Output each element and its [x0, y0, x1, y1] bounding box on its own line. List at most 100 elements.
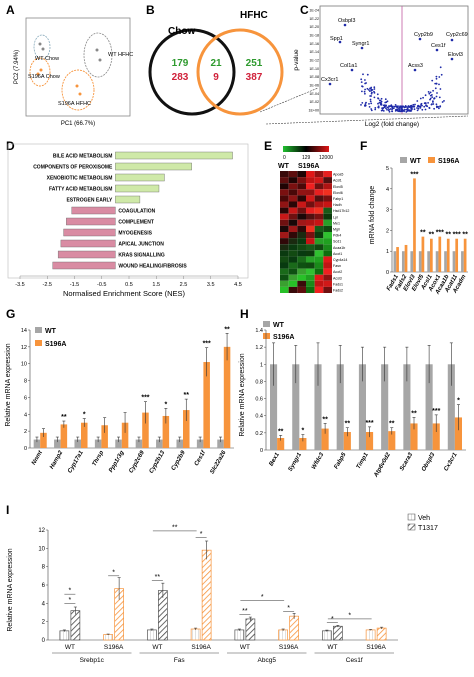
- heatmap-cell: [280, 262, 289, 269]
- heatmap-cell: [323, 268, 332, 275]
- nes-bar-label: XENOBIOTIC METABOLISM: [47, 176, 113, 182]
- volcano-point: [398, 109, 400, 112]
- heatmap-cell: [323, 244, 332, 251]
- volcano-point: [424, 108, 427, 111]
- volcano-point: [403, 110, 405, 113]
- bar-s196a: [203, 362, 210, 448]
- volcano-point: [430, 103, 433, 106]
- bar-veh: [234, 629, 245, 641]
- bar-s196a: [142, 412, 149, 448]
- bar-t1317: [70, 610, 81, 641]
- volcano-y-tick: 1E-22: [309, 17, 319, 21]
- volcano-point: [424, 94, 427, 97]
- volcano-point: [427, 91, 430, 93]
- volcano-point: [370, 89, 373, 92]
- heatmap-cell: [280, 225, 289, 232]
- volcano-point: [343, 23, 347, 27]
- panel-f: F WT S196A 012345Fads1Fads2***Elovl3**El…: [360, 139, 468, 296]
- venn-chow-up-count: 179: [172, 58, 189, 69]
- volcano-point: [431, 96, 434, 98]
- bar-wt: [418, 251, 422, 272]
- heatmap-cells: [280, 171, 332, 293]
- nes-axis-tick: -3.5: [15, 282, 24, 288]
- heatmap-cell: [323, 238, 332, 245]
- significance-mark: *: [200, 531, 203, 538]
- panel-d: D BILE ACID METABOLISM COMPONENTS OF PERO…: [6, 139, 249, 298]
- heatmap-cell: [323, 201, 332, 208]
- panel-e: E 0 129 12000 WT S196A Apoa5 Acsl1 Elovl5 E…: [264, 139, 349, 293]
- panel-letter-i: I: [6, 503, 9, 517]
- volcano-point: [403, 108, 406, 111]
- heatmap-cell: [297, 232, 306, 239]
- nes-axis-tick: 2.5: [180, 282, 188, 288]
- pca-point: [98, 58, 102, 62]
- volcano-y-tick: 1E-06: [309, 84, 319, 88]
- volcano-point: [435, 95, 438, 98]
- heatmap-cell: [280, 280, 289, 287]
- heatmap-color-scale: [283, 146, 329, 152]
- bar-wt: [381, 364, 389, 450]
- volcano-point: [376, 93, 379, 96]
- volcano-point: [392, 107, 394, 109]
- volcano-point: [393, 105, 396, 108]
- panel-letter-h: H: [240, 307, 249, 321]
- heatmap-cell: [297, 268, 306, 275]
- heatmap-cell: [280, 195, 289, 202]
- x-category-label: Cyp2b13: [149, 449, 167, 474]
- genotype-label: WT: [240, 644, 250, 651]
- group-label-wt-hfhc: WT HFHC: [108, 52, 133, 58]
- heatmap-col-s196a: S196A: [298, 163, 319, 170]
- bar-wt: [401, 251, 405, 272]
- gene-label: Elovl3: [448, 52, 463, 58]
- legend-t1317-label: T1317: [418, 525, 438, 532]
- volcano-point: [382, 110, 385, 112]
- volcano-point: [366, 73, 369, 76]
- significance-mark: **: [61, 414, 67, 421]
- x-category-label: Scara3: [399, 451, 414, 472]
- bar-s196a: [223, 346, 231, 448]
- gene-label: Acss3: [408, 63, 423, 69]
- volcano-point: [439, 88, 442, 90]
- panel-i: I Veh T1317 0 2 4 6 8 10 12 WT S196A WT S196A WT S19…: [6, 503, 438, 664]
- y-tick-label: 3: [386, 208, 389, 214]
- y-tick-label: 0: [260, 448, 263, 454]
- volcano-point: [395, 108, 398, 111]
- nes-bar: [115, 162, 192, 171]
- volcano-point: [338, 40, 342, 44]
- y-tick-label: 12: [21, 345, 27, 351]
- panel-b: B Chow HFHC 179 21 251 283 9 387: [146, 3, 284, 116]
- bar-veh: [147, 629, 157, 641]
- x-category-label: Bex1: [268, 451, 281, 467]
- volcano-point: [387, 109, 390, 112]
- nes-bar: [71, 206, 116, 215]
- heatmap-col-wt: WT: [278, 163, 290, 170]
- heatmap-cell: [314, 286, 324, 293]
- significance-mark: **: [429, 232, 435, 239]
- y-tick-label: 5: [386, 166, 389, 172]
- volcano-y-tick: 1E-10: [309, 67, 319, 71]
- nes-axis-tick: 4.5: [234, 282, 242, 288]
- volcano-point: [429, 97, 432, 100]
- panel-i-group-labels: Srebp1c Fas Abcg5 Ces1f: [52, 652, 394, 664]
- heatmap-cell: [306, 171, 315, 178]
- volcano-point: [396, 106, 399, 109]
- volcano-point: [362, 73, 364, 76]
- nes-axis-ticks: -3.5 -2.5 -1.5 -0.5 0.5 1.5 2.5 3.5 4.5: [15, 275, 242, 288]
- y-tick-label: 6: [42, 583, 46, 589]
- bar-wt: [447, 364, 455, 450]
- volcano-point: [369, 98, 372, 101]
- volcano-point: [371, 91, 373, 94]
- heatmap-cell: [297, 262, 306, 269]
- heatmap-cell: [306, 250, 315, 257]
- volcano-point: [407, 109, 410, 112]
- x-category-label: Cyp2c69: [128, 449, 146, 474]
- heatmap-scale-min: 0: [283, 155, 286, 161]
- gene-group-label: Abcg5: [258, 657, 277, 664]
- heatmap-gene-label: Fads1: [333, 282, 343, 286]
- heatmap-cell: [314, 238, 324, 245]
- genotype-label: S196A: [191, 644, 211, 651]
- nes-bar-label: FATTY ACID METABOLISM: [49, 187, 112, 193]
- x-category-label: Thrsp: [92, 450, 106, 468]
- zoom-connector: [259, 87, 319, 113]
- heatmap-gene-label: Acot2: [333, 270, 342, 274]
